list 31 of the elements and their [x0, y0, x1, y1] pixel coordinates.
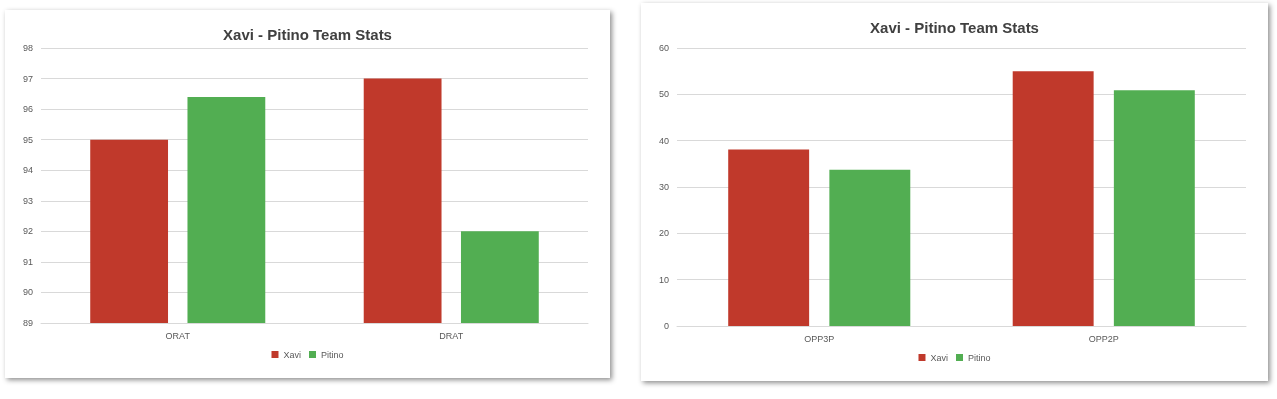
x-tick-label: OPP2P — [1088, 333, 1119, 344]
bar — [728, 149, 810, 326]
y-tick-label: 95 — [22, 134, 33, 145]
legend-label: Xavi — [930, 352, 949, 363]
legend-label: Pitino — [321, 349, 344, 360]
y-tick-label: 91 — [22, 256, 33, 267]
y-tick-label: 90 — [22, 287, 33, 298]
y-tick-label: 10 — [658, 274, 669, 285]
y-tick-label: 60 — [658, 43, 669, 53]
legend-label: Xavi — [283, 349, 302, 360]
y-tick-label: 40 — [658, 135, 669, 146]
y-tick-label: 50 — [658, 89, 669, 100]
x-tick-label: DRAT — [439, 330, 464, 341]
y-tick-label: 96 — [22, 104, 33, 115]
y-tick-label: 0 — [663, 321, 669, 331]
x-tick-label: ORAT — [165, 330, 191, 341]
x-tick-label: OPP3P — [804, 333, 835, 344]
y-tick-label: 97 — [22, 73, 33, 84]
y-tick-label: 30 — [658, 182, 669, 192]
chart-title: Xavi - Pitino Team Stats — [870, 19, 1039, 36]
y-tick-label: 20 — [658, 228, 669, 239]
y-tick-label: 89 — [22, 318, 33, 328]
chart-title: Xavi - Pitino Team Stats — [223, 26, 392, 43]
y-tick-label: 93 — [22, 195, 33, 206]
bar — [829, 169, 911, 326]
bar — [1113, 90, 1195, 326]
legend-label: Pitino — [968, 352, 991, 363]
y-tick-label: 92 — [22, 226, 33, 237]
y-tick-label: 94 — [22, 165, 33, 176]
bar — [1012, 71, 1094, 326]
y-tick-label: 98 — [22, 43, 33, 53]
